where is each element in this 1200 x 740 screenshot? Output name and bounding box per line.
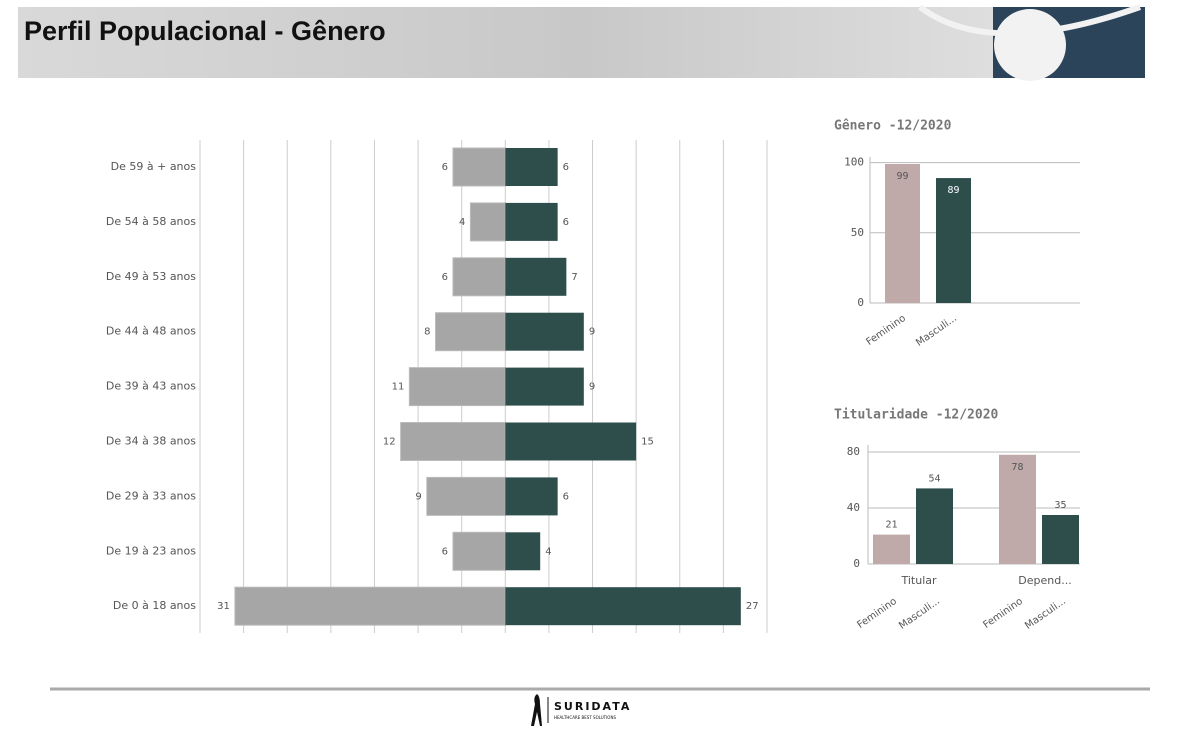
legend-label: Masculi...	[897, 596, 942, 632]
header: Perfil Populacional - Gênero	[18, 4, 1145, 81]
data-label: 11	[392, 382, 405, 393]
data-label: 6	[442, 272, 448, 283]
data-label: 6	[563, 491, 569, 502]
bar	[916, 488, 953, 564]
x-tick-label: Feminino	[864, 313, 908, 348]
logo-text: SURIDATA	[554, 700, 631, 713]
y-tick-label: De 34 à 38 anos	[106, 435, 196, 448]
bar	[999, 454, 1036, 564]
header-decoration	[918, 4, 1141, 37]
data-label: 7	[571, 272, 577, 283]
data-label: 6	[563, 162, 569, 173]
y-tick-label: De 44 à 48 anos	[106, 325, 196, 338]
data-label: 6	[563, 217, 569, 228]
y-tick-label: 0	[853, 557, 860, 570]
data-label: 99	[896, 171, 908, 182]
x-tick-label: Depend...	[1018, 574, 1071, 587]
bar	[435, 312, 506, 352]
y-tick-label: De 29 à 33 anos	[106, 489, 196, 502]
data-label: 15	[641, 437, 654, 448]
y-tick-label: 40	[847, 501, 860, 514]
y-tick-label: De 49 à 53 anos	[106, 270, 196, 283]
bar	[505, 148, 558, 186]
data-label: 31	[217, 601, 230, 612]
bar	[936, 178, 971, 303]
header-decoration	[994, 9, 1066, 81]
bar	[505, 587, 741, 626]
legend-label: Feminino	[855, 596, 899, 631]
bar	[885, 164, 920, 303]
y-tick-label: 0	[857, 296, 864, 309]
bar	[469, 202, 506, 242]
bar	[452, 147, 506, 187]
data-label: 35	[1054, 500, 1066, 511]
x-tick-label: Masculi...	[914, 313, 959, 349]
chart-title: Gênero -12/2020	[834, 119, 952, 134]
bar	[1042, 515, 1079, 564]
header-background	[18, 7, 1145, 78]
bar	[426, 476, 506, 516]
y-tick-label: De 59 à + anos	[111, 160, 197, 173]
bar	[505, 477, 558, 516]
y-tick-label: 100	[844, 156, 864, 169]
x-tick-label: Titular	[900, 574, 937, 587]
page-title: Perfil Populacional - Gênero	[24, 16, 386, 46]
y-tick-label: De 39 à 43 anos	[106, 380, 196, 393]
bar	[452, 531, 506, 571]
data-label: 4	[459, 217, 465, 228]
data-label: 12	[383, 437, 396, 448]
data-label: 78	[1011, 462, 1023, 473]
y-tick-label: 80	[847, 445, 860, 458]
y-tick-label: De 0 à 18 anos	[113, 599, 196, 612]
y-tick-label: De 19 à 23 anos	[106, 544, 196, 557]
data-label: 9	[589, 382, 595, 393]
bar	[873, 534, 910, 564]
data-label: 21	[885, 520, 897, 531]
logo-tagline: HEALTHCARE BEST SOLUTIONS	[554, 715, 616, 720]
bar	[234, 586, 506, 626]
bar	[505, 532, 541, 571]
bar	[505, 257, 567, 296]
data-label: 54	[928, 473, 940, 484]
bar	[505, 202, 558, 241]
bar	[452, 257, 506, 297]
data-label: 9	[415, 491, 421, 502]
data-label: 4	[545, 546, 551, 557]
chart-title: Titularidade -12/2020	[834, 408, 999, 423]
logo-icon	[531, 694, 542, 726]
y-tick-label: De 54 à 58 anos	[106, 215, 196, 228]
data-label: 27	[746, 601, 759, 612]
data-label: 89	[947, 185, 959, 196]
data-label: 8	[424, 327, 430, 338]
bar	[408, 367, 506, 407]
bar	[505, 367, 584, 406]
data-label: 6	[442, 162, 448, 173]
legend-label: Feminino	[981, 596, 1025, 631]
data-label: 6	[442, 546, 448, 557]
y-tick-label: 50	[851, 226, 864, 239]
data-label: 9	[589, 327, 595, 338]
legend-label: Masculi...	[1023, 596, 1068, 632]
bar	[505, 312, 584, 351]
bar	[400, 422, 506, 461]
bar	[505, 422, 637, 461]
